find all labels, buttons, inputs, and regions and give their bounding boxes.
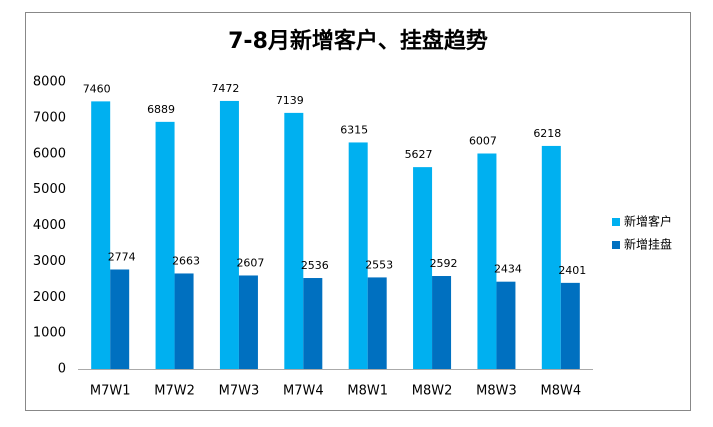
value-label: 6218 [533,127,561,140]
value-label: 6315 [340,123,368,136]
y-tick-label: 8000 [33,75,66,90]
bar [348,142,368,369]
x-tick-label: M8W1 [347,384,388,399]
value-label: 7472 [211,82,239,95]
value-label: 2536 [301,259,329,272]
bar [174,273,194,369]
bar [238,275,258,369]
legend-swatch [612,241,620,249]
y-tick-label: 2000 [33,290,66,305]
y-tick-label: 1000 [33,326,66,341]
value-label: 2553 [365,258,393,271]
x-tick-label: M8W2 [412,384,453,399]
bar [496,281,516,369]
x-tick-label: M8W3 [476,384,517,399]
y-tick-label: 3000 [33,254,66,269]
y-tick-label: 0 [58,362,66,377]
y-tick-label: 4000 [33,218,66,233]
bar [155,121,175,370]
legend-label: 新增客户 [624,214,672,229]
x-tick-label: M7W2 [154,384,195,399]
bar [541,145,561,369]
bar [303,278,323,369]
y-tick-label: 7000 [33,110,66,125]
bar [432,276,452,369]
x-tick-label: M7W4 [283,384,324,399]
chart-title: 7-8月新增客户、挂盘趋势 [228,28,488,54]
bar [367,277,387,369]
bar [110,269,130,369]
value-label: 2401 [558,264,586,277]
legend-label: 新增挂盘 [624,237,672,252]
value-label: 2774 [108,250,136,263]
value-label: 7460 [83,82,111,95]
bar [560,282,580,369]
value-label: 2434 [494,263,522,276]
bar [91,101,111,369]
y-tick-label: 6000 [33,146,66,161]
bar [284,112,304,370]
value-label: 6889 [147,103,175,116]
legend-swatch [612,218,620,226]
bar [477,153,497,369]
value-label: 2607 [236,256,264,269]
bar [219,100,239,369]
value-label: 2663 [172,254,200,267]
y-tick-label: 5000 [33,182,66,197]
x-tick-label: M8W4 [541,384,582,399]
x-tick-label: M7W1 [90,384,131,399]
value-label: 2592 [430,257,458,270]
bar [413,167,433,369]
value-label: 5627 [405,148,433,161]
value-label: 6007 [469,134,497,147]
x-tick-label: M7W3 [219,384,260,399]
value-label: 7139 [276,94,304,107]
